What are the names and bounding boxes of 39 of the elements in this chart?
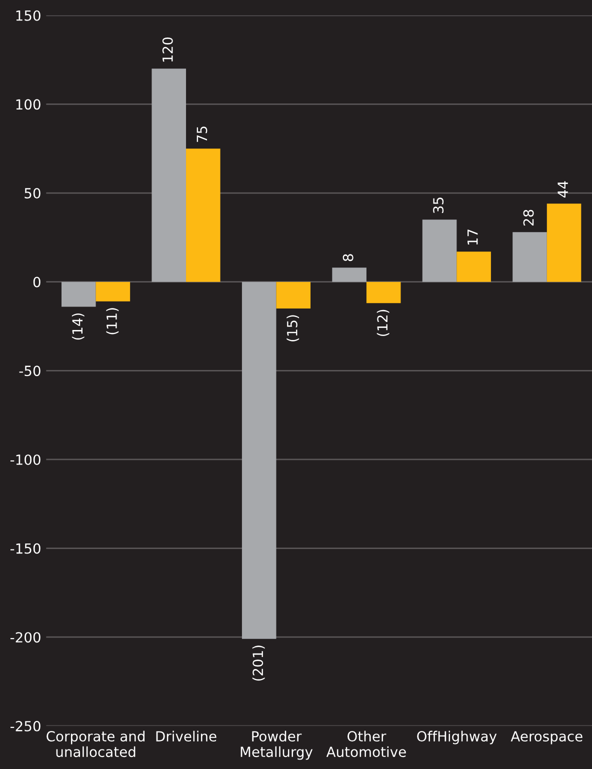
x-tick-label: Driveline bbox=[156, 730, 216, 742]
x-tick-label: Powder Metallurgy bbox=[240, 730, 313, 760]
bar bbox=[62, 282, 96, 307]
data-label: 17 bbox=[468, 230, 478, 245]
data-label: (12) bbox=[376, 310, 390, 336]
y-tick-label: -100 bbox=[10, 454, 40, 465]
y-tick-label: 50 bbox=[24, 188, 40, 198]
bar bbox=[546, 204, 582, 282]
data-label: 8 bbox=[342, 254, 354, 262]
data-label: 120 bbox=[162, 38, 173, 62]
data-label: (201) bbox=[252, 646, 265, 681]
bar bbox=[186, 148, 220, 282]
data-label: 44 bbox=[558, 181, 568, 198]
data-label: (14) bbox=[72, 313, 84, 340]
bar bbox=[152, 68, 186, 282]
y-tick-label: -200 bbox=[10, 632, 40, 643]
bar bbox=[332, 268, 366, 282]
y-tick-label: -150 bbox=[10, 543, 40, 554]
data-label: 35 bbox=[433, 198, 444, 214]
y-tick-label: 0 bbox=[33, 276, 40, 288]
bar bbox=[276, 282, 311, 308]
y-tick-label: -50 bbox=[19, 366, 40, 376]
bar bbox=[242, 282, 276, 639]
bar bbox=[422, 220, 457, 282]
y-tick-label: 150 bbox=[16, 10, 40, 21]
bar bbox=[96, 282, 130, 302]
data-label: 28 bbox=[523, 210, 534, 226]
bar bbox=[456, 252, 491, 282]
x-tick-label: Corporate and unallocated bbox=[46, 730, 145, 758]
bar bbox=[512, 232, 547, 282]
data-label: (15) bbox=[286, 315, 300, 342]
x-tick-label: Other Automotive bbox=[326, 730, 406, 758]
data-label: 75 bbox=[196, 126, 208, 142]
y-tick-label: 100 bbox=[16, 99, 40, 110]
y-tick-label: -250 bbox=[10, 720, 40, 732]
bar bbox=[366, 282, 401, 304]
x-tick-label: OffHighway bbox=[417, 730, 497, 744]
x-tick-label: Aerospace bbox=[510, 731, 582, 744]
data-label: (11) bbox=[106, 308, 119, 334]
